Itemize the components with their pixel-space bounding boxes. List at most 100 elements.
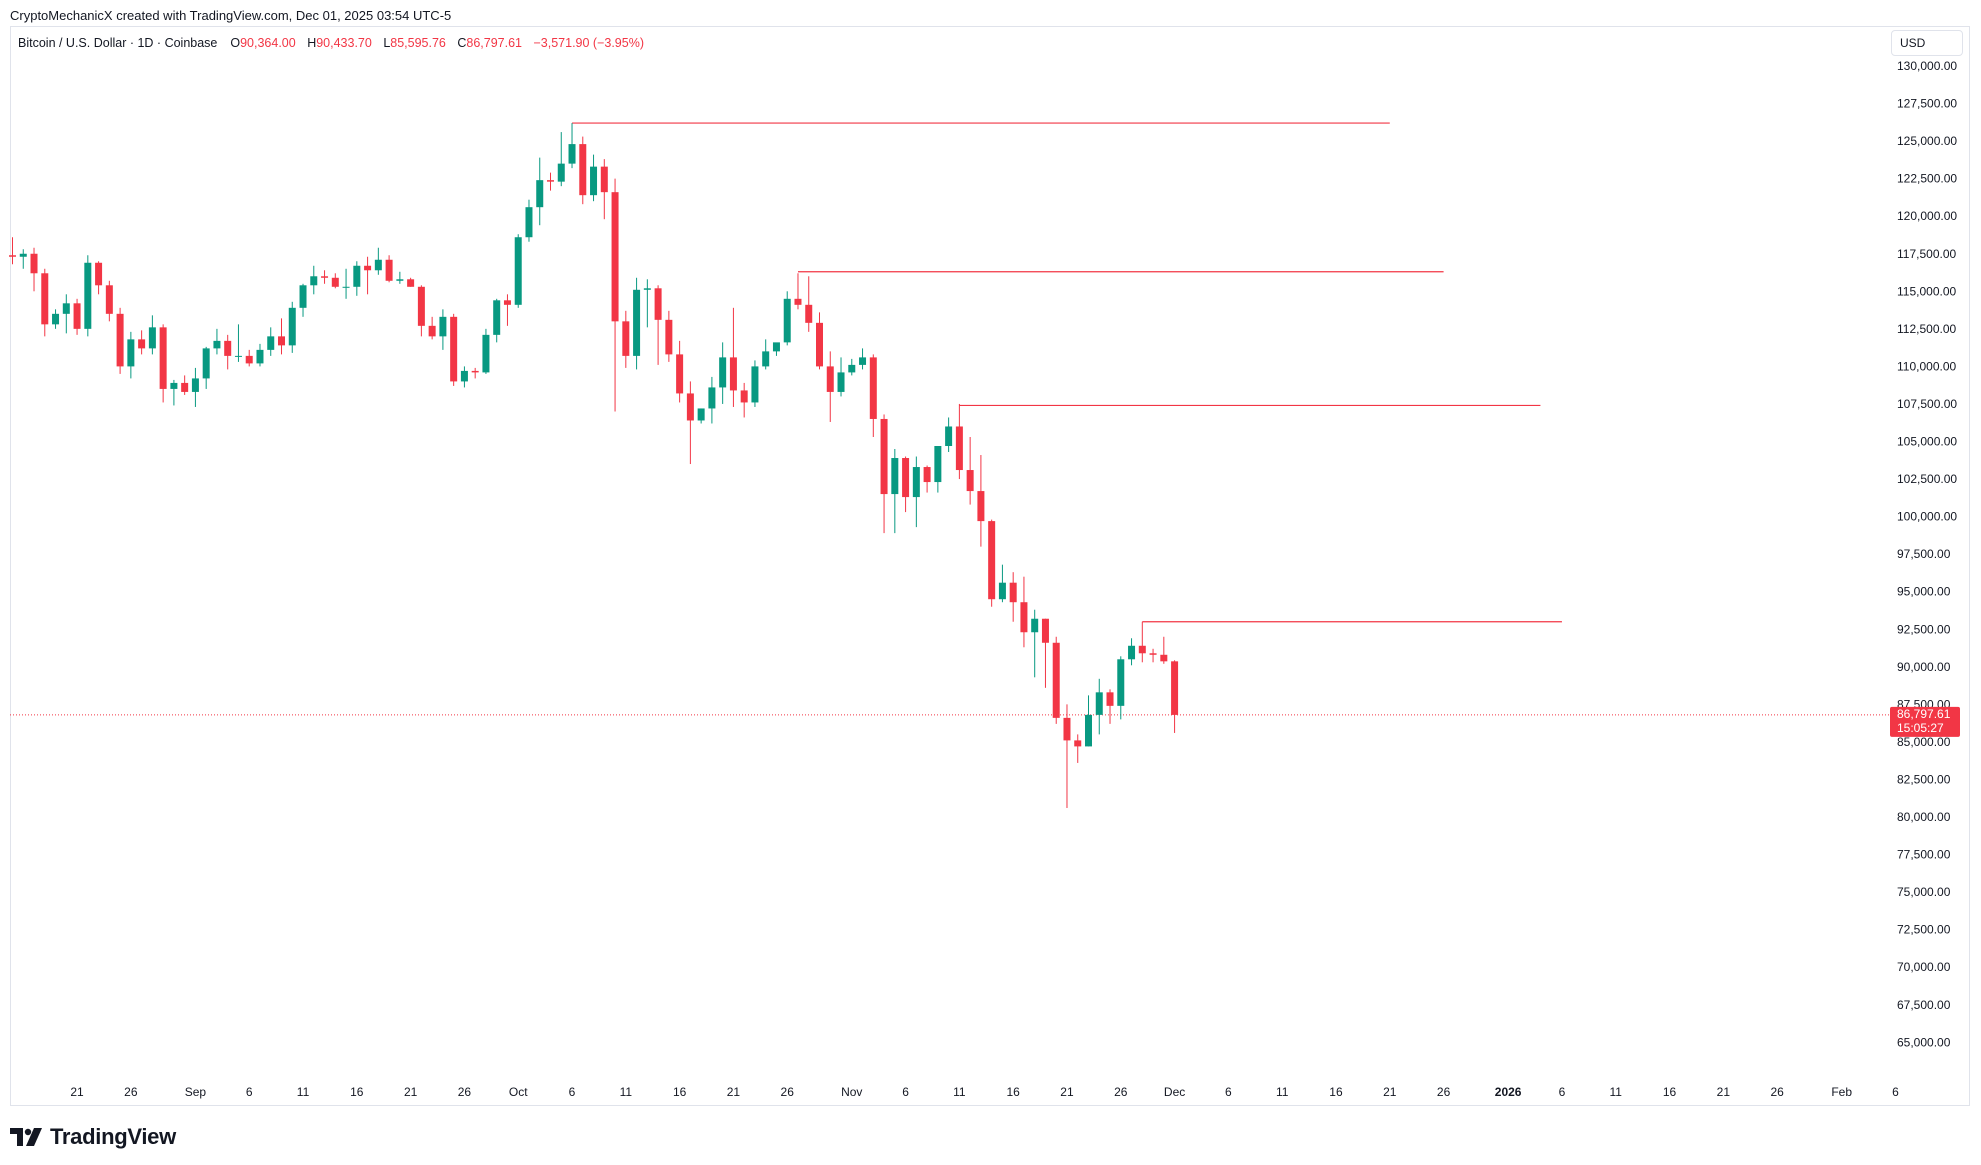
candle[interactable]	[643, 279, 651, 328]
candle[interactable]	[267, 327, 275, 356]
candle[interactable]	[1085, 695, 1092, 747]
candle[interactable]	[1128, 638, 1136, 666]
candle[interactable]	[170, 379, 178, 406]
candle[interactable]	[1052, 636, 1060, 724]
candle[interactable]	[256, 343, 264, 367]
candle[interactable]	[138, 330, 146, 355]
candle[interactable]	[783, 291, 791, 346]
candle[interactable]	[364, 256, 372, 295]
candle[interactable]	[428, 316, 436, 340]
candle[interactable]	[224, 334, 232, 370]
candle[interactable]	[245, 349, 253, 367]
candle[interactable]	[1020, 576, 1028, 648]
candle[interactable]	[503, 294, 511, 326]
candle[interactable]	[385, 255, 393, 283]
candle[interactable]	[396, 271, 404, 284]
candle[interactable]	[1138, 621, 1146, 663]
candle[interactable]	[213, 328, 221, 355]
candle[interactable]	[202, 346, 210, 389]
candle[interactable]	[439, 309, 447, 350]
candle[interactable]	[1009, 572, 1017, 622]
candle[interactable]	[708, 376, 716, 424]
candle[interactable]	[331, 273, 339, 289]
candle[interactable]	[600, 159, 608, 220]
candle[interactable]	[665, 310, 673, 362]
candle[interactable]	[191, 367, 199, 407]
candle[interactable]	[116, 307, 124, 374]
chart-frame[interactable]	[10, 26, 1970, 1106]
candle[interactable]	[611, 178, 619, 412]
candle[interactable]	[891, 449, 899, 534]
candle[interactable]	[686, 381, 694, 465]
candle[interactable]	[837, 357, 845, 397]
candle[interactable]	[1095, 678, 1103, 735]
candle[interactable]	[945, 417, 953, 453]
candle[interactable]	[159, 324, 167, 403]
candle[interactable]	[30, 247, 38, 292]
candle[interactable]	[342, 268, 350, 299]
candle[interactable]	[955, 403, 963, 480]
candle[interactable]	[471, 367, 479, 379]
candle[interactable]	[1041, 618, 1049, 688]
candle[interactable]	[719, 342, 727, 404]
candle[interactable]	[1074, 734, 1082, 763]
candle[interactable]	[1063, 704, 1071, 808]
candle[interactable]	[1160, 636, 1168, 664]
candle[interactable]	[998, 564, 1006, 603]
candle[interactable]	[417, 285, 425, 337]
candle[interactable]	[95, 261, 103, 295]
candle[interactable]	[729, 307, 737, 407]
candle[interactable]	[321, 270, 329, 284]
candle[interactable]	[52, 309, 60, 329]
candle[interactable]	[536, 157, 544, 226]
candle[interactable]	[1117, 656, 1125, 720]
candle[interactable]	[676, 340, 684, 403]
candle[interactable]	[772, 342, 780, 356]
candle[interactable]	[127, 331, 135, 379]
candle[interactable]	[374, 247, 382, 275]
candle[interactable]	[299, 283, 307, 317]
candle[interactable]	[105, 280, 113, 322]
candle[interactable]	[181, 375, 189, 395]
candle[interactable]	[988, 519, 996, 607]
candle[interactable]	[493, 298, 501, 343]
candle[interactable]	[826, 351, 834, 422]
candle[interactable]	[902, 456, 910, 513]
candle[interactable]	[73, 298, 81, 335]
candle[interactable]	[9, 237, 16, 265]
candle[interactable]	[353, 261, 361, 296]
candle[interactable]	[62, 294, 70, 334]
candle[interactable]	[912, 456, 920, 528]
candle[interactable]	[557, 132, 565, 187]
candle[interactable]	[1171, 660, 1179, 733]
candle[interactable]	[751, 360, 759, 407]
candle[interactable]	[148, 315, 156, 355]
candle[interactable]	[977, 455, 985, 547]
candle[interactable]	[816, 312, 823, 370]
candle[interactable]	[934, 446, 942, 493]
candle[interactable]	[805, 276, 813, 332]
candle[interactable]	[1149, 648, 1157, 663]
candle[interactable]	[740, 382, 748, 418]
candle[interactable]	[310, 265, 318, 295]
candle[interactable]	[288, 301, 296, 353]
candle[interactable]	[794, 273, 802, 310]
candle[interactable]	[590, 154, 598, 202]
candle[interactable]	[880, 414, 888, 534]
candle[interactable]	[859, 348, 867, 370]
candle[interactable]	[762, 339, 770, 370]
candle[interactable]	[966, 436, 974, 505]
candle[interactable]	[460, 366, 468, 388]
candle[interactable]	[869, 354, 877, 437]
candle[interactable]	[84, 255, 92, 337]
candle[interactable]	[697, 408, 705, 424]
candle[interactable]	[622, 310, 630, 368]
candle[interactable]	[633, 277, 641, 370]
candle[interactable]	[547, 172, 554, 191]
candle[interactable]	[41, 268, 49, 337]
candle[interactable]	[19, 249, 27, 269]
candle[interactable]	[450, 313, 458, 386]
candle[interactable]	[407, 277, 415, 287]
candle[interactable]	[234, 324, 242, 362]
candle[interactable]	[482, 328, 490, 374]
